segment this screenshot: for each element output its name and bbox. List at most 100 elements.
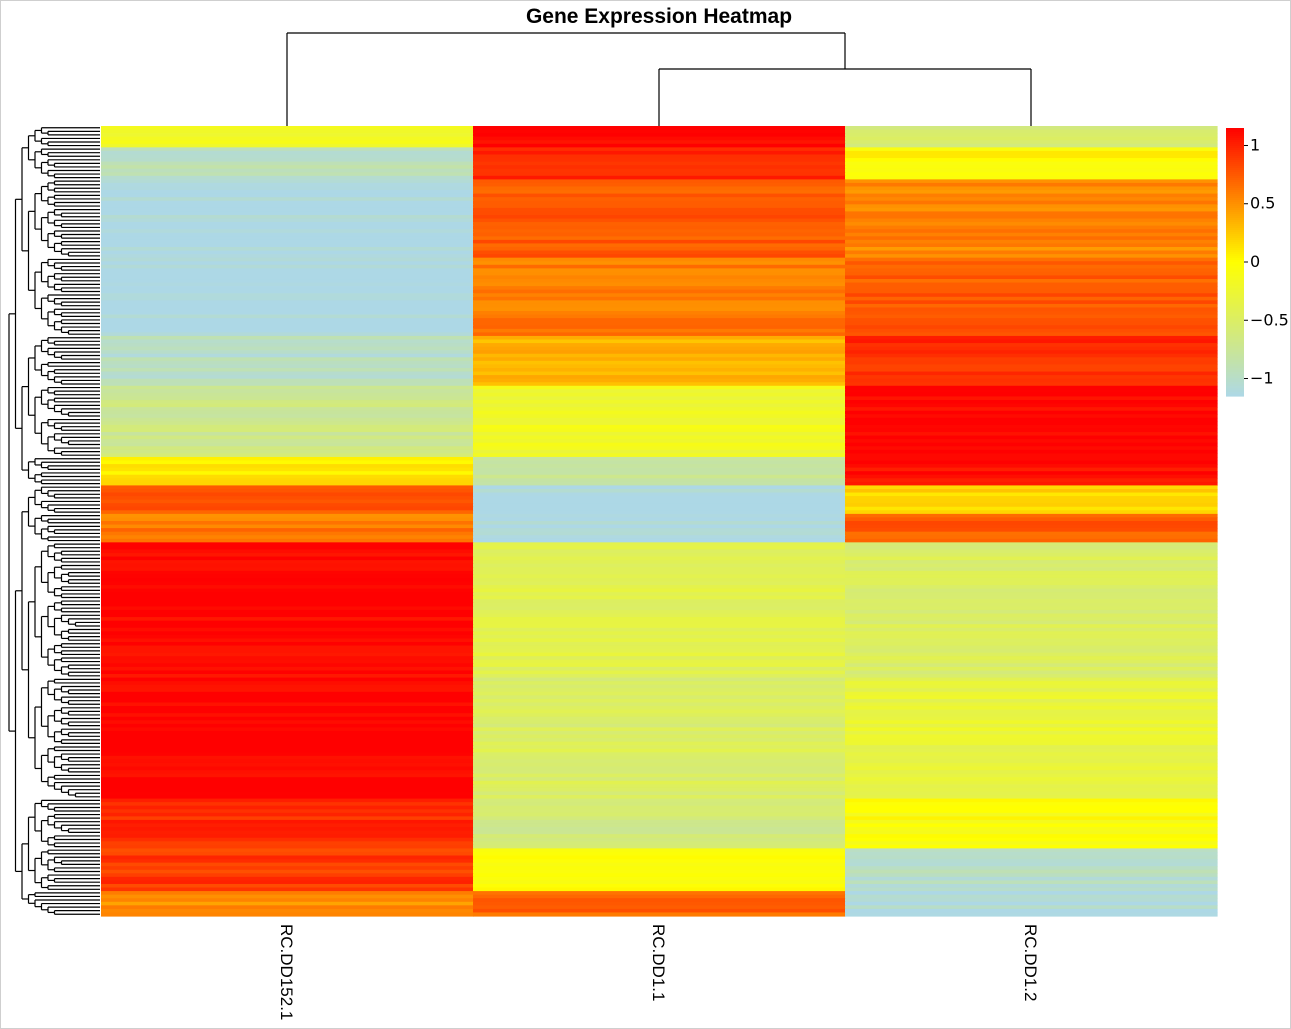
heatmap-cell	[473, 563, 846, 568]
heatmap-cell	[473, 424, 846, 430]
heatmap-cell	[845, 286, 1218, 291]
heatmap-cell	[101, 830, 474, 835]
colorbar-swatch	[1226, 378, 1244, 381]
heatmap-cell	[845, 634, 1218, 640]
heatmap-cell	[473, 770, 846, 775]
colorbar-swatch	[1226, 352, 1244, 355]
heatmap-cell	[473, 912, 846, 917]
heatmap-cell	[473, 812, 846, 817]
colorbar-swatch	[1226, 136, 1244, 139]
heatmap-cell	[101, 734, 474, 739]
heatmap-cell	[473, 752, 846, 757]
heatmap-cell	[473, 542, 846, 547]
heatmap-cell	[845, 659, 1218, 664]
heatmap-cell	[101, 435, 474, 440]
heatmap-cell	[101, 691, 474, 696]
heatmap-cell	[101, 303, 474, 309]
heatmap-cell	[473, 905, 846, 910]
heatmap-cell	[845, 891, 1218, 896]
heatmap-cell	[845, 293, 1218, 298]
heatmap-cell	[473, 859, 846, 864]
heatmap-cell	[473, 382, 846, 387]
heatmap-cell	[473, 567, 846, 572]
heatmap-cell	[101, 894, 474, 899]
colorbar-swatch	[1226, 290, 1244, 293]
heatmap-cell	[845, 851, 1218, 857]
colorbar-swatch	[1226, 282, 1244, 285]
colorbar-swatch	[1226, 238, 1244, 241]
heatmap-cell	[473, 186, 846, 191]
heatmap-cell	[101, 456, 474, 462]
heatmap-cell	[473, 314, 846, 319]
heatmap-cell	[473, 791, 846, 796]
heatmap-cell	[101, 706, 474, 711]
heatmap-cell	[845, 471, 1218, 476]
heatmap-cell	[845, 407, 1218, 412]
colorbar-swatch	[1226, 362, 1244, 365]
heatmap-cell	[101, 649, 474, 654]
colorbar-swatch	[1226, 348, 1244, 351]
heatmap-cell	[845, 798, 1218, 803]
heatmap-cell	[473, 741, 846, 746]
heatmap-cell	[101, 528, 474, 533]
colorbar-swatch	[1226, 258, 1244, 261]
heatmap-cell	[101, 738, 474, 743]
heatmap-cell	[101, 581, 474, 586]
heatmap-cell	[473, 496, 846, 501]
heatmap-cell	[101, 698, 474, 704]
colorbar-swatch	[1226, 330, 1244, 333]
heatmap-cell	[101, 417, 474, 422]
heatmap-cell	[101, 439, 474, 444]
heatmap-cell	[473, 385, 846, 390]
heatmap-cell	[845, 303, 1218, 309]
heatmap-cell	[473, 478, 846, 483]
heatmap-cell	[473, 528, 846, 533]
heatmap-cell	[473, 720, 846, 725]
colorbar-swatch	[1226, 280, 1244, 283]
heatmap-cell	[101, 795, 474, 800]
heatmap-cell	[101, 360, 474, 366]
colorbar-swatch	[1226, 292, 1244, 295]
heatmap-cell	[473, 798, 846, 803]
heatmap-cell	[473, 460, 846, 465]
heatmap-cell	[473, 133, 846, 138]
heatmap-cell	[101, 211, 474, 216]
colorbar-swatch	[1226, 284, 1244, 287]
colorbar-swatch	[1226, 172, 1244, 175]
heatmap-cell	[101, 165, 474, 170]
heatmap-cell	[845, 236, 1218, 241]
heatmap-cell	[101, 257, 474, 262]
heatmap-cell	[845, 706, 1218, 711]
colorbar-swatch	[1226, 242, 1244, 245]
heatmap-cell	[473, 862, 846, 867]
heatmap-cell	[101, 517, 474, 522]
heatmap-cell	[473, 126, 846, 131]
heatmap-cell	[473, 513, 846, 519]
heatmap-cell	[473, 254, 846, 259]
heatmap-cell	[473, 787, 846, 793]
heatmap-cell	[845, 663, 1218, 668]
column-dendrogram	[286, 32, 1032, 126]
heatmap-cell	[473, 816, 846, 821]
heatmap-cell	[473, 670, 846, 675]
colorbar-swatch	[1226, 162, 1244, 165]
heatmap-cell	[101, 353, 474, 358]
heatmap-cell	[845, 417, 1218, 422]
heatmap-cell	[101, 503, 474, 508]
heatmap-cell	[473, 631, 846, 636]
heatmap-cell	[845, 172, 1218, 177]
colorbar-swatch	[1226, 288, 1244, 291]
heatmap-cell	[473, 360, 846, 366]
heatmap-cell	[845, 190, 1218, 195]
heatmap-cell	[473, 353, 846, 358]
heatmap-cell	[845, 147, 1218, 152]
colorbar-swatch	[1226, 182, 1244, 185]
heatmap-cell	[101, 225, 474, 230]
heatmap-cell	[845, 795, 1218, 800]
heatmap-cell	[473, 175, 846, 180]
heatmap-cell	[845, 218, 1218, 223]
heatmap-cell	[101, 535, 474, 540]
heatmap-cell	[101, 656, 474, 661]
heatmap-cell	[845, 606, 1218, 611]
colorbar-swatch	[1226, 262, 1244, 265]
